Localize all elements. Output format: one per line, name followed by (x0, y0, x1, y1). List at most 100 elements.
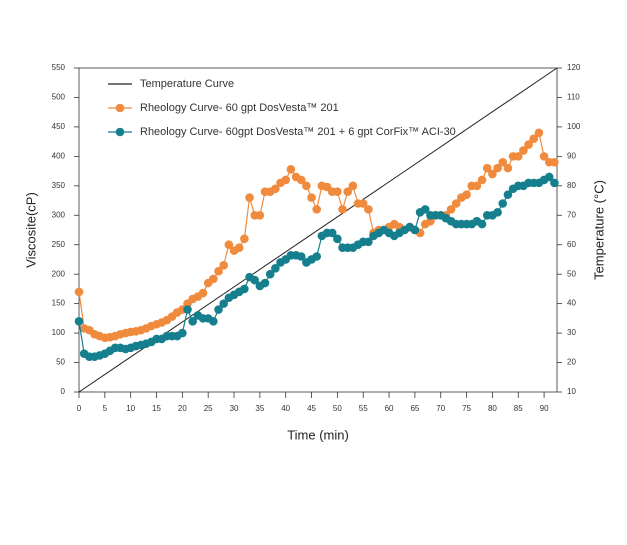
data-point (338, 205, 347, 214)
data-point (265, 269, 275, 279)
y2-axis-label: Temperature (°C) (591, 180, 606, 280)
data-point (498, 157, 508, 167)
data-point (312, 205, 322, 214)
data-point (214, 305, 223, 314)
x-tick-label: 90 (540, 404, 549, 413)
data-point (296, 252, 306, 261)
y-tick-label: 400 (52, 151, 66, 160)
x-tick-label: 70 (436, 404, 445, 413)
data-point (312, 252, 322, 261)
y-tick-label: 250 (52, 240, 66, 249)
data-point (364, 237, 373, 247)
y-axis-label: Viscosite(cP) (23, 192, 38, 268)
x-tick-label: 55 (359, 404, 368, 413)
data-point (240, 284, 249, 294)
plot-frame (78, 67, 558, 393)
x-tick-label: 20 (178, 404, 187, 413)
y-tick-label: 450 (52, 122, 66, 131)
data-point (498, 199, 508, 208)
data-point (348, 181, 358, 191)
data-point (327, 228, 337, 238)
data-point (333, 187, 342, 197)
data-point (482, 163, 492, 173)
data-point (477, 175, 487, 185)
data-point (74, 287, 84, 297)
data-point (544, 172, 554, 182)
data-point (188, 317, 197, 326)
data-point (255, 210, 265, 220)
y2-tick-label: 10 (567, 387, 576, 396)
data-point (488, 169, 497, 179)
data-point (472, 181, 482, 191)
x-tick-label: 35 (255, 404, 264, 413)
x-tick-label: 60 (385, 404, 394, 413)
y2-tick-label: 20 (567, 358, 576, 367)
x-tick-label: 45 (307, 404, 316, 413)
data-point (524, 140, 533, 149)
x-axis-label: Time (min) (287, 427, 349, 442)
data-point (493, 163, 502, 173)
data-point (539, 152, 549, 161)
data-point (178, 328, 187, 338)
y2-tick-label: 120 (567, 63, 581, 72)
y2-tick-label: 50 (567, 269, 576, 278)
x-tick-label: 15 (152, 404, 161, 413)
data-point (503, 190, 513, 199)
y-tick-label: 350 (52, 181, 66, 190)
data-point (271, 263, 280, 273)
data-point (234, 243, 244, 252)
y2-tick-label: 40 (567, 299, 576, 308)
data-point (477, 219, 487, 229)
data-point (224, 240, 234, 250)
x-tick-label: 40 (281, 404, 290, 413)
data-point (209, 274, 218, 284)
data-point (240, 234, 249, 244)
y2-tick-label: 100 (567, 122, 581, 131)
y-tick-label: 100 (52, 328, 66, 337)
y-tick-label: 300 (52, 210, 66, 219)
data-point (271, 184, 280, 194)
y-tick-label: 150 (52, 299, 66, 308)
series-line (78, 131, 555, 339)
y-tick-label: 200 (52, 269, 66, 278)
data-point (296, 175, 306, 185)
data-point (209, 317, 218, 326)
x-tick-label: 5 (103, 404, 108, 413)
data-point (281, 175, 291, 185)
data-point (451, 199, 461, 208)
y-tick-label: 0 (61, 387, 66, 396)
y2-tick-label: 60 (567, 240, 576, 249)
x-tick-label: 65 (410, 404, 419, 413)
y2-tick-label: 30 (567, 328, 576, 337)
data-point (410, 225, 420, 235)
x-tick-label: 10 (126, 404, 135, 413)
data-point (250, 275, 259, 285)
legend-marker (115, 127, 125, 137)
y2-tick-label: 90 (567, 151, 576, 160)
data-point (519, 146, 528, 155)
y-tick-label: 500 (52, 93, 66, 102)
y2-tick-label: 80 (567, 181, 576, 190)
data-point (260, 278, 270, 288)
data-point (358, 199, 368, 208)
data-point (420, 205, 430, 214)
data-point (214, 266, 223, 276)
data-point (550, 157, 559, 167)
x-tick-label: 30 (230, 404, 239, 413)
data-point (74, 317, 84, 326)
x-tick-label: 0 (77, 404, 82, 413)
x-tick-label: 85 (514, 404, 523, 413)
legend-label: Rheology Curve- 60 gpt DosVesta™ 201 (140, 102, 339, 114)
data-point (219, 299, 228, 308)
data-point (183, 305, 192, 314)
y2-tick-label: 70 (567, 210, 576, 219)
data-point (426, 216, 435, 226)
legend-marker (115, 103, 125, 113)
data-point (219, 261, 228, 270)
x-tick-label: 50 (333, 404, 342, 413)
legend-label: Rheology Curve- 60gpt DosVesta™ 201 + 6 … (140, 126, 456, 138)
x-tick-label: 75 (462, 404, 471, 413)
data-point (534, 128, 544, 138)
data-point (493, 208, 502, 217)
